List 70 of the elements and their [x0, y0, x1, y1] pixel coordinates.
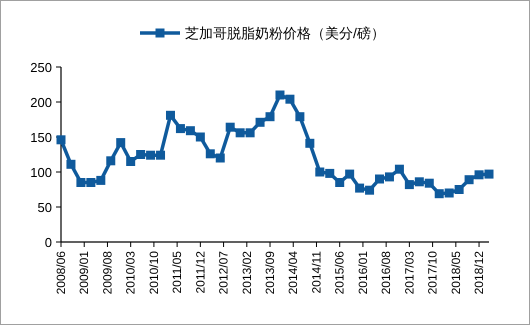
point — [206, 149, 215, 158]
x-tick-label: 2012/07 — [216, 250, 231, 294]
point — [305, 138, 314, 148]
y-tick-label: 100 — [30, 165, 52, 180]
point — [335, 178, 344, 187]
point — [176, 124, 185, 134]
point — [295, 112, 304, 122]
x-tick-label: 2015/06 — [332, 250, 347, 294]
point — [474, 170, 484, 180]
point — [315, 168, 324, 176]
point — [454, 185, 464, 194]
x-tick-label: 2008/06 — [54, 250, 68, 294]
point — [434, 189, 444, 198]
point — [156, 150, 166, 160]
point — [285, 94, 294, 104]
x-tick-label: 2014/04 — [286, 250, 300, 294]
point — [444, 188, 454, 198]
x-tick-label: 2016/01 — [356, 250, 370, 294]
point — [375, 174, 384, 184]
x-tick-label: 2016/08 — [379, 250, 394, 294]
x-tick-label: 2011/12 — [193, 250, 208, 294]
x-tick-label: 2014/11 — [309, 250, 324, 294]
point — [464, 175, 474, 184]
point — [116, 138, 126, 148]
point — [186, 126, 195, 136]
point — [404, 180, 414, 190]
point — [275, 90, 284, 100]
point — [394, 164, 404, 174]
point — [226, 122, 235, 132]
point — [56, 135, 66, 144]
x-tick-label: 2013/02 — [240, 250, 254, 294]
point — [196, 132, 205, 142]
x-tick-label: 2013/09 — [263, 250, 278, 294]
point — [76, 178, 86, 187]
x-tick-label: 2018/05 — [448, 250, 463, 294]
point — [136, 150, 146, 159]
point — [86, 178, 96, 187]
point — [384, 172, 394, 182]
x-tick-label: 2017/03 — [402, 250, 416, 294]
x-tick-label: 2010/03 — [124, 250, 138, 294]
point — [484, 170, 494, 179]
x-tick-label: 2009/01 — [77, 250, 92, 294]
point — [365, 186, 374, 195]
legend-label: 芝加哥脱脂奶粉价格（美分/磅） — [185, 25, 385, 41]
point — [126, 157, 136, 166]
x-tick-label: 2010/10 — [146, 250, 161, 294]
point — [266, 112, 275, 122]
point — [246, 128, 255, 138]
y-tick-label: 150 — [30, 130, 52, 145]
point — [166, 110, 175, 120]
x-tick-label: 2011/05 — [170, 250, 184, 294]
point — [216, 154, 225, 162]
point — [325, 168, 334, 178]
y-tick-label: 50 — [38, 200, 52, 215]
point — [66, 160, 76, 169]
point — [96, 176, 106, 185]
y-tick-label: 250 — [30, 60, 52, 75]
x-tick-label: 2017/10 — [426, 250, 440, 294]
point — [414, 177, 424, 186]
point — [146, 150, 156, 160]
point — [106, 156, 116, 166]
x-tick-label: 2009/08 — [100, 250, 114, 294]
x-tick-label: 2018/12 — [472, 250, 486, 294]
y-tick-label: 200 — [30, 95, 52, 110]
point — [355, 184, 364, 193]
y-tick-label: 0 — [44, 235, 52, 250]
point — [424, 178, 434, 188]
point — [345, 170, 354, 179]
point — [256, 118, 265, 127]
point — [236, 128, 245, 138]
